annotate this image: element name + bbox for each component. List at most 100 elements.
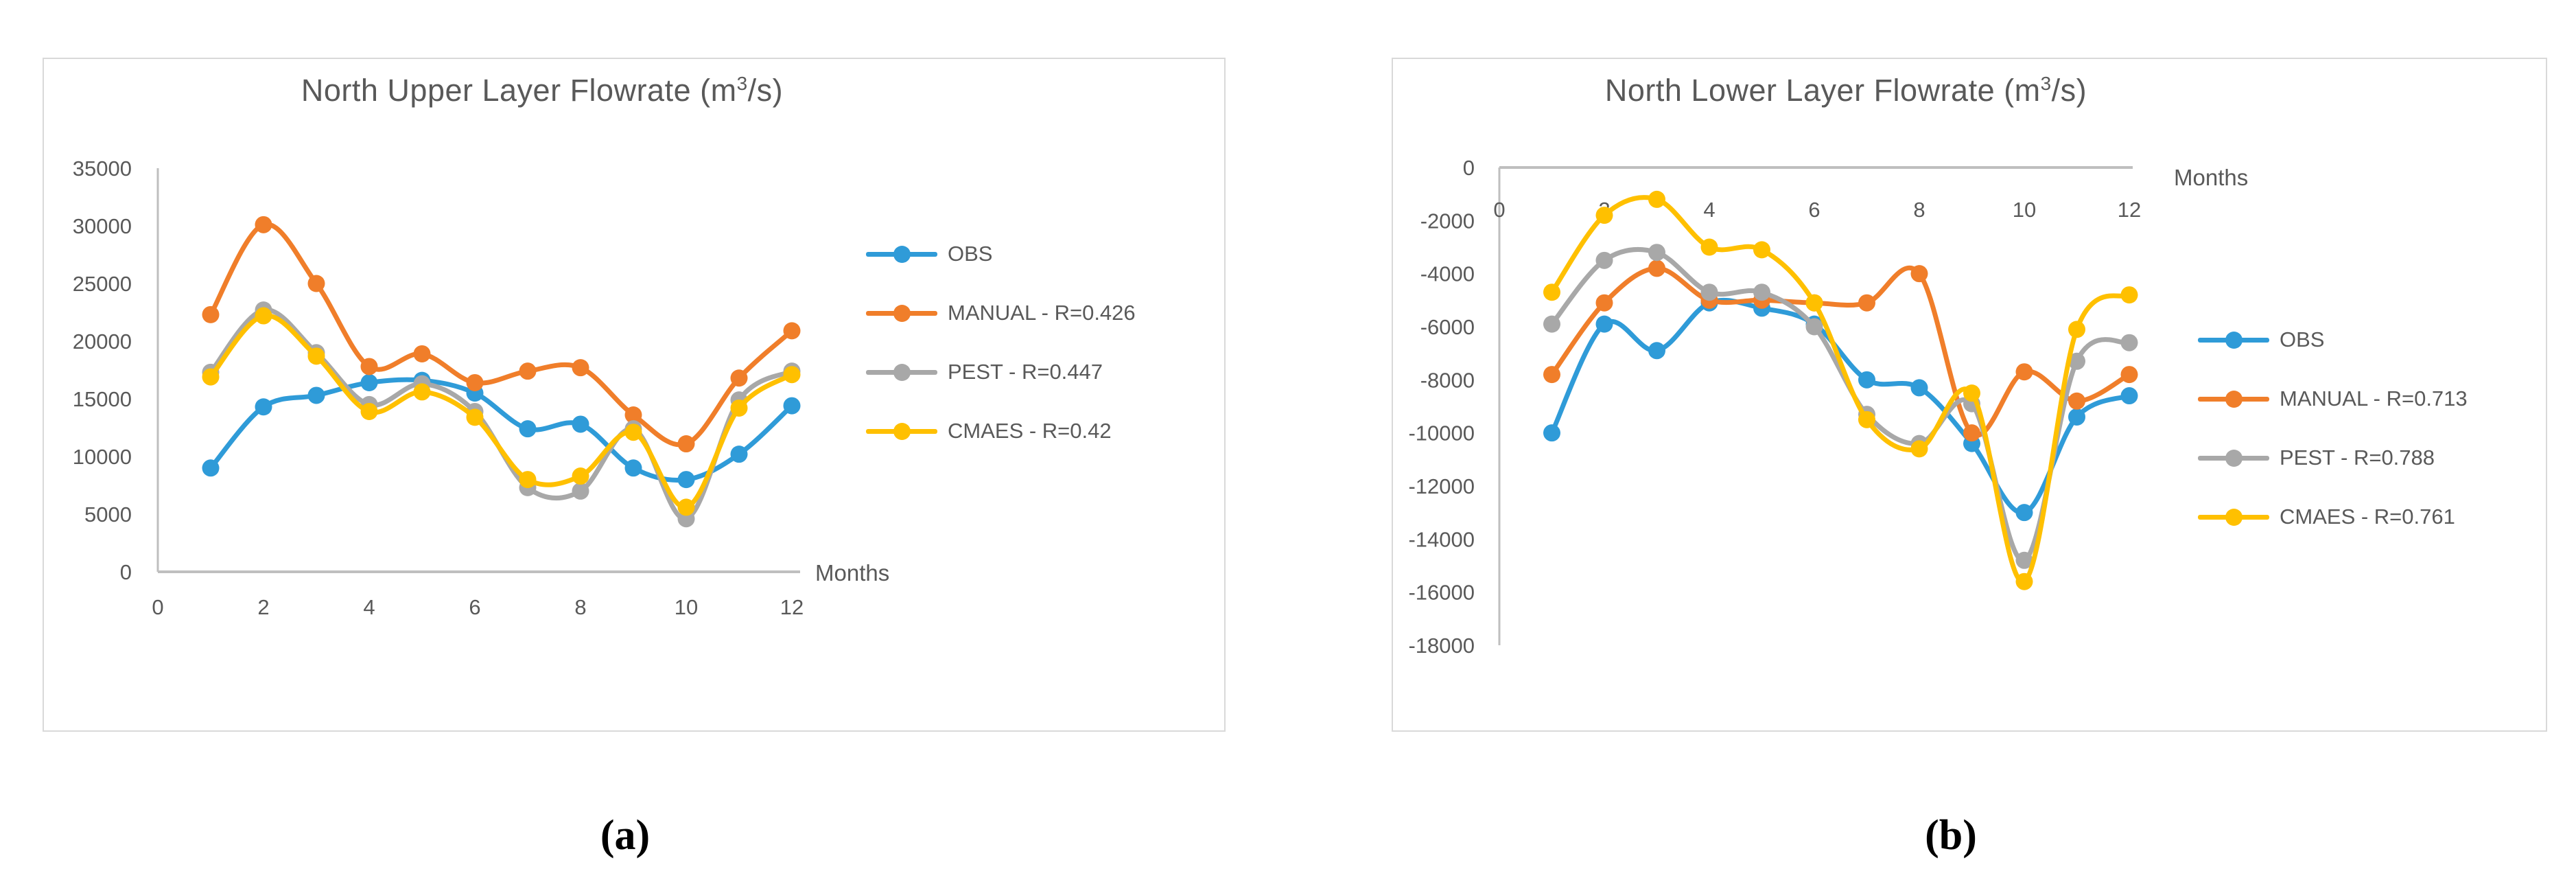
y-tick-label: -8000	[1420, 368, 1475, 392]
data-point-marker	[2120, 334, 2138, 351]
legend-label: OBS	[948, 242, 993, 266]
legend-marker-icon	[2198, 449, 2269, 467]
data-point-marker	[1700, 238, 1718, 256]
data-point-marker	[1700, 284, 1718, 301]
data-point-marker	[307, 386, 325, 404]
series-line	[208, 377, 795, 483]
data-point-marker	[677, 498, 695, 516]
legend-label: MANUAL - R=0.426	[948, 301, 1136, 325]
chart-title-superscript: 3	[736, 73, 748, 94]
data-point-marker	[1963, 384, 1980, 402]
data-point-marker	[1648, 190, 1665, 208]
x-tick-label: 12	[780, 595, 804, 619]
data-point-marker	[2015, 551, 2033, 569]
x-tick-label: 2	[257, 595, 269, 619]
x-tick-label: 8	[1913, 198, 1925, 222]
legend-item: CMAES - R=0.761	[2198, 487, 2527, 546]
data-point-marker	[572, 359, 589, 377]
legend-label: CMAES - R=0.42	[948, 419, 1112, 443]
data-point-marker	[572, 482, 589, 500]
data-point-marker	[466, 373, 484, 391]
series-cmaes	[1543, 190, 2138, 590]
data-point-marker	[2015, 572, 2033, 590]
chart-title-lower: North Lower Layer Flowrate (m3/s)	[1448, 73, 2244, 108]
legend-item: PEST - R=0.447	[866, 343, 1195, 402]
data-point-marker	[572, 415, 589, 433]
legend-dot-icon	[2225, 331, 2243, 349]
data-point-marker	[202, 305, 220, 323]
series-line	[1549, 195, 2132, 584]
data-point-marker	[360, 402, 378, 420]
data-point-marker	[202, 459, 220, 477]
y-tick-label: 25000	[73, 272, 132, 296]
data-point-marker	[730, 445, 748, 463]
legend-label: OBS	[2280, 327, 2325, 351]
legend-marker-icon	[866, 304, 937, 322]
figure-caption-b: (b)	[1925, 812, 1977, 859]
x-axis-title-upper: Months	[815, 560, 890, 586]
data-point-marker	[1753, 241, 1770, 259]
data-point-marker	[1543, 315, 1560, 333]
data-point-marker	[1910, 379, 1928, 397]
data-point-marker	[519, 420, 537, 438]
y-tick-label: 0	[1463, 156, 1475, 180]
chart-panel-upper	[43, 58, 1226, 732]
legend-item: MANUAL - R=0.426	[866, 284, 1195, 343]
y-tick-label: -12000	[1408, 474, 1475, 498]
series-pest	[1543, 244, 2138, 569]
legend-item: OBS	[866, 224, 1195, 284]
x-tick-label: 4	[363, 595, 375, 619]
legend-dot-icon	[893, 304, 911, 322]
y-tick-label: -14000	[1408, 527, 1475, 551]
data-point-marker	[572, 467, 589, 485]
legend-dot-icon	[893, 422, 911, 440]
data-point-marker	[1910, 265, 1928, 283]
series-line	[208, 222, 795, 448]
x-axis-title-lower: Months	[2174, 165, 2249, 190]
legend-marker-icon	[866, 363, 937, 381]
legend-item: PEST - R=0.788	[2198, 428, 2527, 487]
y-tick-label: 15000	[73, 387, 132, 411]
data-point-marker	[1805, 318, 1823, 336]
data-point-marker	[202, 368, 220, 386]
x-tick-label: 10	[2013, 198, 2036, 222]
x-tick-label: 12	[2118, 198, 2141, 222]
data-point-marker	[1595, 294, 1613, 312]
data-point-marker	[1910, 440, 1928, 458]
data-point-marker	[1648, 259, 1665, 277]
series-obs	[202, 371, 801, 489]
data-point-marker	[677, 435, 695, 453]
legend-dot-icon	[893, 363, 911, 381]
data-point-marker	[1858, 371, 1875, 389]
chart-title-text: North Lower Layer Flowrate (m	[1604, 73, 2041, 108]
chart-title-text: North Upper Layer Flowrate (m	[301, 73, 737, 108]
figure-caption-a: (a)	[600, 812, 651, 859]
data-point-marker	[1805, 294, 1823, 312]
y-tick-label: 20000	[73, 329, 132, 354]
data-point-marker	[307, 347, 325, 365]
legend-dot-icon	[2225, 390, 2243, 408]
chart-plot-upper: 35000 30000 25000 20000 15000 10000 5000 00 2 4 6 8…	[73, 157, 804, 619]
data-point-marker	[1595, 207, 1613, 224]
legend-marker-icon	[2198, 508, 2269, 526]
data-point-marker	[255, 216, 272, 233]
data-point-marker	[677, 471, 695, 489]
legend-dot-icon	[2225, 449, 2243, 467]
legend-marker-icon	[866, 422, 937, 440]
data-point-marker	[783, 397, 801, 415]
data-point-marker	[2015, 504, 2033, 522]
chart-title-upper: North Upper Layer Flowrate (m3/s)	[144, 73, 940, 108]
legend-label: CMAES - R=0.761	[2280, 505, 2455, 529]
legend-label: MANUAL - R=0.713	[2280, 386, 2468, 410]
data-point-marker	[1753, 284, 1770, 301]
data-point-marker	[783, 366, 801, 384]
x-tick-label: 4	[1703, 198, 1715, 222]
legend-dot-icon	[2225, 508, 2243, 526]
legend-marker-icon	[866, 245, 937, 263]
data-point-marker	[1595, 251, 1613, 269]
data-point-marker	[624, 424, 642, 441]
data-point-marker	[255, 398, 272, 416]
data-point-marker	[1648, 244, 1665, 262]
x-tick-label: 10	[675, 595, 698, 619]
